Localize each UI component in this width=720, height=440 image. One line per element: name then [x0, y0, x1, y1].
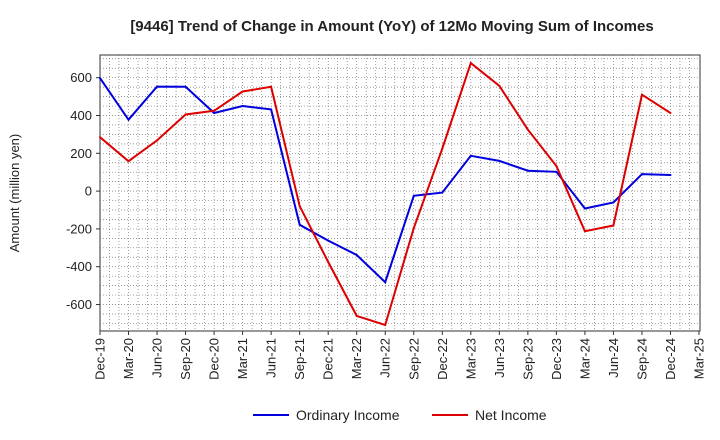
data-point-net-income [669, 112, 672, 115]
data-point-ordinary-income [327, 239, 330, 242]
x-tick-label: Sep-24 [634, 338, 649, 380]
data-point-net-income [327, 261, 330, 263]
y-axis-ticks: 600 400 200 0 -200 -400 -600 [66, 70, 100, 312]
data-point-net-income [298, 205, 301, 208]
data-point-net-income [127, 160, 130, 163]
data-point-net-income [612, 224, 615, 227]
legend-label-ordinary-income: Ordinary Income [296, 407, 400, 423]
data-point-ordinary-income [355, 254, 358, 257]
data-point-ordinary-income [99, 77, 101, 80]
x-tick-label: Jun-20 [150, 338, 165, 378]
data-point-net-income [555, 164, 558, 167]
x-tick-label: Dec-23 [549, 338, 564, 380]
data-point-ordinary-income [669, 174, 672, 177]
y-tick-label: 200 [70, 146, 92, 161]
y-tick-label: -200 [66, 221, 92, 236]
x-tick-label: Sep-23 [520, 338, 535, 380]
data-point-ordinary-income [583, 207, 586, 210]
data-point-net-income [156, 139, 159, 142]
data-point-net-income [498, 84, 501, 87]
data-point-net-income [526, 128, 529, 131]
x-tick-label: Jun-21 [264, 338, 279, 378]
x-tick-label: Sep-21 [292, 338, 307, 380]
y-axis-label: Amount (million yen) [7, 134, 22, 253]
data-point-net-income [441, 147, 444, 150]
legend-label-net-income: Net Income [475, 407, 547, 423]
data-point-net-income [213, 109, 216, 112]
data-point-ordinary-income [640, 173, 643, 176]
series-lines [99, 61, 672, 327]
data-point-net-income [469, 62, 472, 65]
x-tick-label: Jun-22 [378, 338, 393, 378]
x-tick-label: Jun-24 [606, 338, 621, 378]
grid [100, 55, 700, 331]
x-tick-label: Sep-20 [178, 338, 193, 380]
y-tick-label: -400 [66, 259, 92, 274]
y-tick-label: 400 [70, 108, 92, 123]
x-tick-label: Dec-19 [93, 338, 108, 380]
data-point-ordinary-income [213, 112, 216, 115]
data-point-net-income [384, 323, 387, 326]
y-tick-label: 600 [70, 70, 92, 85]
data-point-ordinary-income [127, 118, 130, 121]
data-point-net-income [270, 85, 273, 88]
x-tick-label: Mar-20 [121, 338, 136, 379]
x-tick-label: Mar-23 [463, 338, 478, 379]
x-tick-label: Mar-21 [235, 338, 250, 379]
x-tick-label: Dec-20 [207, 338, 222, 380]
y-tick-label: 0 [85, 184, 92, 199]
data-point-ordinary-income [555, 170, 558, 173]
x-tick-label: Dec-24 [663, 338, 678, 380]
x-tick-label: Dec-22 [435, 338, 450, 380]
x-tick-label: Mar-24 [577, 338, 592, 379]
data-point-ordinary-income [412, 194, 415, 197]
data-point-ordinary-income [184, 85, 187, 88]
data-point-ordinary-income [156, 85, 159, 88]
legend: Ordinary Income Net Income [253, 407, 547, 423]
y-tick-label: -600 [66, 297, 92, 312]
x-tick-label: Sep-22 [406, 338, 421, 380]
data-point-ordinary-income [241, 105, 244, 108]
data-point-ordinary-income [526, 169, 529, 172]
data-point-ordinary-income [612, 201, 615, 204]
data-point-ordinary-income [384, 281, 387, 284]
data-point-ordinary-income [270, 108, 273, 111]
x-tick-label: Mar-25 [692, 338, 707, 379]
data-point-net-income [355, 314, 358, 317]
data-point-ordinary-income [498, 159, 501, 162]
data-point-net-income [241, 90, 244, 93]
data-point-net-income [412, 226, 415, 229]
x-tick-label: Mar-22 [349, 338, 364, 379]
x-axis-ticks: Dec-19 Mar-20 Jun-20 Sep-20 Dec-20 Mar-21 Jun-… [93, 331, 707, 380]
data-point-ordinary-income [298, 223, 301, 226]
data-point-ordinary-income [441, 191, 444, 194]
chart-title: [9446] Trend of Change in Amount (YoY) o… [130, 18, 653, 35]
data-point-net-income [184, 113, 187, 116]
x-tick-label: Jun-23 [492, 338, 507, 378]
data-point-net-income [640, 93, 643, 96]
data-point-net-income [99, 136, 101, 139]
x-tick-label: Dec-21 [321, 338, 336, 380]
data-point-ordinary-income [469, 154, 472, 157]
data-point-net-income [583, 230, 586, 233]
